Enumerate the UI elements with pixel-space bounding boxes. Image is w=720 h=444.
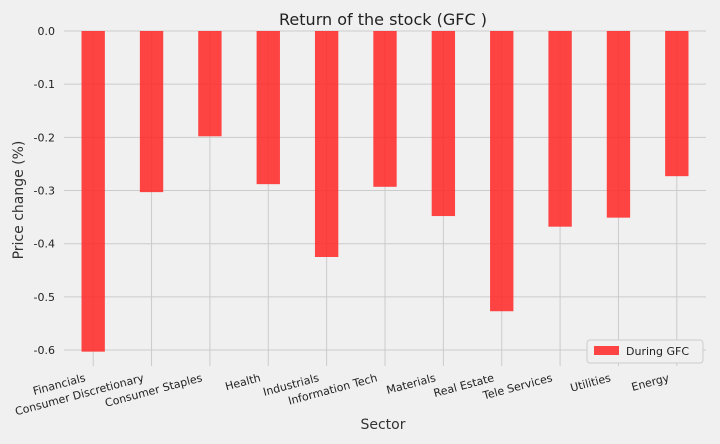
legend: During GFC [586,339,704,364]
chart-title: Return of the stock (GFC ) [279,10,487,29]
bar-series [81,31,689,352]
legend-label: During GFC [626,345,689,358]
bar [665,31,689,177]
y-tick-label: -0.2 [34,131,55,144]
bar [548,31,572,227]
y-tick-label: 0.0 [38,25,56,38]
legend-swatch [594,346,619,355]
y-tick-label: -0.5 [34,291,55,304]
y-axis-label: Price change (%) [11,141,27,260]
bar [256,31,280,185]
y-tick-label: -0.1 [34,78,55,91]
x-axis-label: Sector [360,417,405,433]
bar [431,31,456,217]
bar [139,31,164,193]
y-axis-ticks: 0.0 -0.1 -0.2 -0.3 -0.4 -0.5 -0.6 [34,25,55,357]
bar [373,31,397,187]
bar [606,31,631,218]
bar [314,31,339,257]
legend-box [586,339,704,364]
y-tick-label: -0.6 [34,344,55,357]
bar [81,31,105,352]
bar [198,31,222,137]
y-tick-label: -0.4 [34,238,55,251]
bar [490,31,514,312]
y-tick-label: -0.3 [34,185,55,198]
